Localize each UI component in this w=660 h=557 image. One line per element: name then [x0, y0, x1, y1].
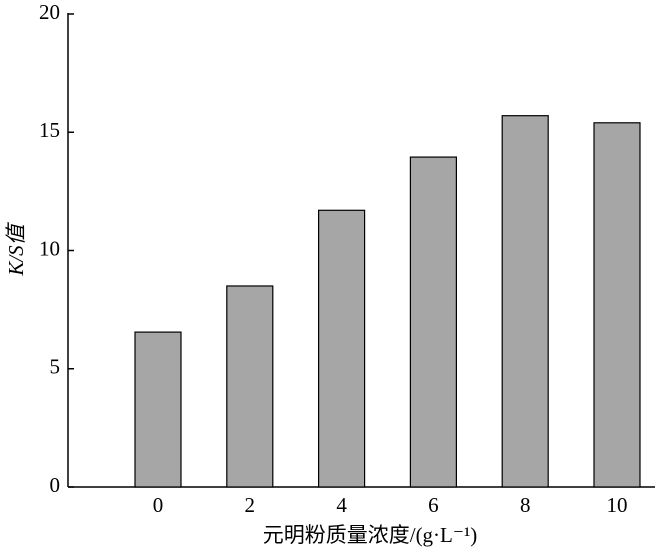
x-tick-label: 10	[607, 493, 628, 517]
bar	[501, 115, 549, 488]
x-tick-label: 8	[520, 493, 531, 517]
x-tick-label: 4	[336, 493, 347, 517]
y-axis-label: K/S值	[4, 221, 28, 276]
bar	[226, 285, 274, 488]
bar	[409, 156, 457, 488]
bar	[593, 122, 641, 488]
x-tick-label: 0	[153, 493, 164, 517]
y-tick-label: 20	[39, 0, 60, 24]
y-tick-label: 5	[50, 355, 61, 379]
x-axis-label: 元明粉质量浓度/(g·L⁻¹)	[263, 523, 478, 547]
x-tick-label: 6	[428, 493, 439, 517]
y-tick-label: 15	[39, 118, 60, 142]
x-tick-label: 2	[245, 493, 256, 517]
bar	[318, 209, 366, 488]
y-tick-label: 10	[39, 236, 60, 260]
y-tick-label: 0	[50, 473, 61, 497]
bar	[134, 331, 182, 488]
